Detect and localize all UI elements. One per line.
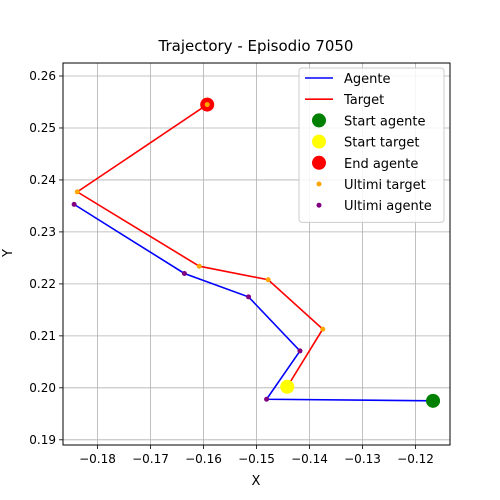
x-axis-label: X xyxy=(252,474,261,489)
legend-label-end-agente: End agente xyxy=(344,157,418,172)
legend-box xyxy=(298,67,445,223)
legend-swatch-ultimi-agente xyxy=(316,202,322,208)
ultimi-agente-marker xyxy=(181,270,187,276)
x-tick-label: −0.18 xyxy=(79,452,116,466)
start-agente-marker xyxy=(426,393,441,408)
y-tick-label: 0.25 xyxy=(29,121,56,135)
legend-label-ultimi-target: Ultimi target xyxy=(344,178,426,193)
x-tick-label: −0.17 xyxy=(132,452,169,466)
ultimi-agente-marker xyxy=(297,348,303,354)
legend-swatch-ultimi-target xyxy=(316,181,322,187)
ultimi-target-marker xyxy=(265,277,271,283)
ultimi-agente-marker xyxy=(264,396,270,402)
chart-title: Trajectory - Episodio 7050 xyxy=(158,37,354,55)
legend-swatch-start-agente xyxy=(312,113,326,128)
x-tick-label: −0.12 xyxy=(397,452,434,466)
y-tick-label: 0.26 xyxy=(29,69,56,83)
y-tick-label: 0.23 xyxy=(29,225,56,239)
agente-line xyxy=(73,203,434,402)
legend: Agente Target Start agente Start target End … xyxy=(298,67,445,223)
legend-label-ultimi-agente: Ultimi agente xyxy=(344,199,432,214)
x-tick-label: −0.16 xyxy=(185,452,222,466)
y-tick-label: 0.19 xyxy=(29,433,56,447)
ultimi-target-marker xyxy=(320,326,326,332)
legend-label-start-target: Start target xyxy=(344,136,419,151)
target-line xyxy=(75,103,324,388)
ultimi-agente-marker xyxy=(246,294,252,300)
y-tick-label: 0.22 xyxy=(29,277,56,291)
y-tick-label: 0.24 xyxy=(29,173,56,187)
x-tick-label: −0.13 xyxy=(344,452,381,466)
y-tick-label: 0.20 xyxy=(29,381,56,395)
y-tick-label: 0.21 xyxy=(29,329,56,343)
plot-series xyxy=(71,97,441,408)
x-tick-label: −0.14 xyxy=(291,452,328,466)
legend-swatch-end-agente xyxy=(312,155,326,170)
legend-swatch-start-target xyxy=(312,134,326,149)
axis-ticks: −0.18 −0.17 −0.16 −0.15 −0.14 −0.13 −0.12 0.19 0… xyxy=(29,69,434,466)
legend-label-target: Target xyxy=(343,93,384,108)
ultimi-target-marker xyxy=(204,102,210,108)
start-target-marker xyxy=(280,379,295,394)
ultimi-target-marker xyxy=(196,263,202,269)
ultimi-target-marker xyxy=(74,189,80,195)
legend-label-agente: Agente xyxy=(344,72,390,87)
ultimi-agente-marker xyxy=(71,201,77,207)
legend-label-start-agente: Start agente xyxy=(344,114,425,129)
plot-frame xyxy=(62,62,451,446)
y-axis-label: Y xyxy=(1,249,16,258)
x-tick-label: −0.15 xyxy=(238,452,275,466)
